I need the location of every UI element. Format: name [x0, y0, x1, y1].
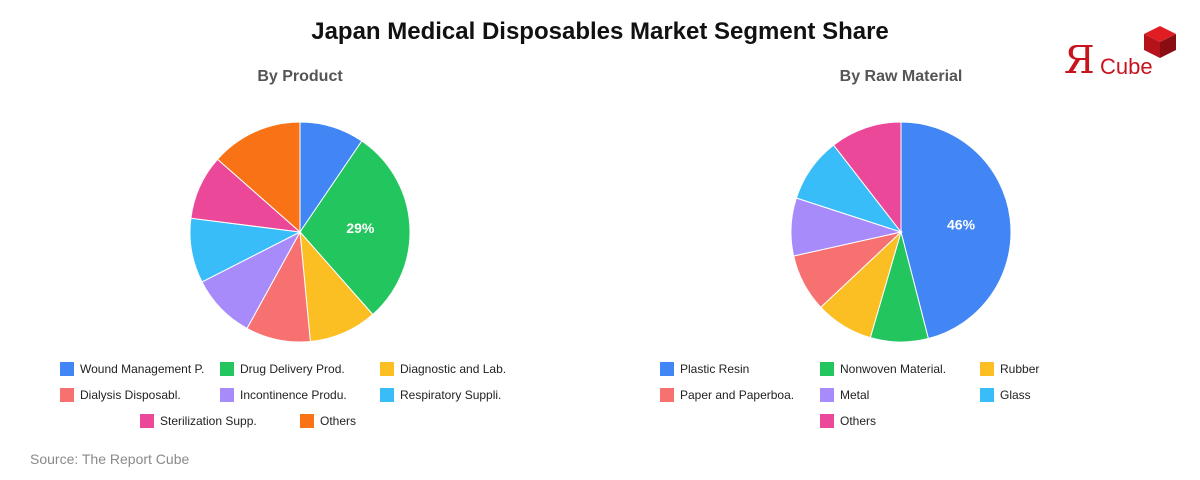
legend-label: Rubber — [1000, 362, 1040, 376]
legend-row: Others — [660, 410, 1140, 436]
legend-label: Others — [320, 414, 357, 428]
legend-label: Sterilization Supp. — [160, 414, 257, 428]
pie-product-subtitle: By Product — [257, 68, 343, 85]
legend-row: Dialysis Disposabl. Incontinence Produ. Re… — [60, 384, 540, 410]
cube-icon — [1144, 26, 1176, 58]
legend-label: Metal — [840, 388, 870, 402]
legend-swatch — [140, 414, 154, 428]
legend-label: Diagnostic and Lab. — [400, 362, 507, 376]
legend-item-nonwoven-material: Nonwoven Material. — [820, 358, 946, 380]
legend-row: Paper and Paperboa. Metal Glass — [660, 384, 1140, 410]
legend-material: Plastic Resin Nonwoven Material. Rubber Pap… — [660, 358, 1140, 436]
legend-item-rubber: Rubber — [980, 358, 1039, 380]
legend-label: Respiratory Suppli. — [400, 388, 502, 402]
legend-swatch — [60, 362, 74, 376]
legend-swatch — [380, 388, 394, 402]
legend-swatch — [660, 388, 674, 402]
legend-row: Plastic Resin Nonwoven Material. Rubber — [660, 358, 1140, 384]
legend-label: Others — [840, 414, 877, 428]
legend-item-others: Others — [820, 410, 876, 432]
legend-swatch — [980, 388, 994, 402]
pie-material: 46% — [790, 121, 1012, 343]
legend-item-glass: Glass — [980, 384, 1031, 406]
legend-swatch — [380, 362, 394, 376]
legend-item-incontinence-produ: Incontinence Produ. — [220, 384, 347, 406]
pie-slice-plastic-resin — [900, 121, 1012, 340]
legend-label: Dialysis Disposabl. — [80, 388, 181, 402]
pie-slice-drug-delivery-prod — [299, 140, 411, 316]
legend-row: Sterilization Supp. Others — [60, 410, 540, 436]
legend-swatch — [820, 388, 834, 402]
pie-slice-others — [216, 121, 301, 234]
source-note: Source: The Report Cube — [30, 451, 190, 467]
chart-title: Japan Medical Disposables Market Segment… — [311, 18, 889, 45]
logo-mark: Я — [1064, 38, 1095, 82]
legend-label: Nonwoven Material. — [840, 362, 947, 376]
legend-item-drug-delivery-prod: Drug Delivery Prod. — [220, 358, 345, 380]
legend-swatch — [660, 362, 674, 376]
data-label-drug-delivery-prod: 29% — [346, 220, 375, 236]
legend-row: Wound Management P. Drug Delivery Prod. Di… — [60, 358, 540, 384]
legend-swatch — [820, 414, 834, 428]
legend-swatch — [60, 388, 74, 402]
data-label-plastic-resin: 46% — [947, 216, 976, 232]
legend-item-sterilization-supp: Sterilization Supp. — [140, 410, 257, 432]
legend-label: Plastic Resin — [680, 362, 750, 376]
legend-item-metal: Metal — [820, 384, 869, 406]
legend-item-diagnostic-and-lab: Diagnostic and Lab. — [380, 358, 506, 380]
legend-item-plastic-resin: Plastic Resin — [660, 358, 749, 380]
legend-item-dialysis-disposabl: Dialysis Disposabl. — [60, 384, 181, 406]
pie-material-subtitle: By Raw Material — [839, 68, 963, 85]
legend-swatch — [220, 388, 234, 402]
legend-swatch — [300, 414, 314, 428]
legend-label: Paper and Paperboa. — [680, 388, 795, 402]
legend-swatch — [220, 362, 234, 376]
report-cube-logo: Я Cube — [1060, 24, 1184, 84]
legend-label: Drug Delivery Prod. — [240, 362, 345, 376]
pie-product: 29% — [189, 121, 411, 343]
legend-item-others: Others — [300, 410, 356, 432]
legend-item-respiratory-suppli: Respiratory Suppli. — [380, 384, 501, 406]
legend-item-paper-and-paperboa: Paper and Paperboa. — [660, 384, 794, 406]
legend-product: Wound Management P. Drug Delivery Prod. Di… — [60, 358, 540, 436]
legend-swatch — [980, 362, 994, 376]
legend-label: Wound Management P. — [80, 362, 205, 376]
pie-slice-others — [832, 121, 902, 234]
legend-label: Incontinence Produ. — [240, 388, 347, 402]
legend-swatch — [820, 362, 834, 376]
logo-word: Cube — [1100, 54, 1153, 79]
legend-item-wound-management-p: Wound Management P. — [60, 358, 204, 380]
legend-label: Glass — [1000, 388, 1031, 402]
